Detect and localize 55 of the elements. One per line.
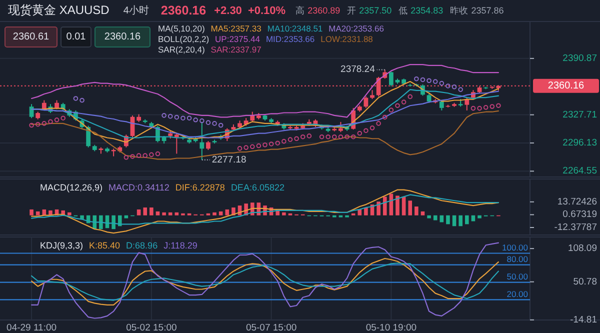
- text: 2357.86: [471, 5, 504, 16]
- y-tick-label: 13.72426: [557, 196, 597, 208]
- text: LOW:2331.88: [320, 34, 374, 44]
- text: MACD:0.34112: [108, 182, 170, 192]
- text: +0.10%: [248, 4, 286, 17]
- annotation: 2277.18: [212, 154, 246, 166]
- annotation: 2378.24: [340, 64, 375, 76]
- y-tick-label: 0.67319: [562, 209, 597, 220]
- text: MA10:2348.51: [267, 23, 323, 34]
- text: K:85.40: [89, 240, 120, 250]
- x-tick-label: 05-10 19:00: [366, 322, 417, 333]
- text: UP:2375.44: [215, 34, 260, 44]
- text: MID:2353.66: [266, 34, 315, 44]
- ref-line-label: 2360.16: [548, 80, 585, 92]
- y-tick-label: 50.78: [573, 276, 597, 288]
- y-tick-label: 2296.13: [562, 137, 597, 148]
- text: D:68.96: [126, 240, 158, 250]
- text: 开: [347, 5, 356, 16]
- text: 2360.16: [160, 3, 206, 18]
- text: BOLL(20,2,2): [158, 34, 210, 44]
- text: MA20:2353.66: [328, 23, 384, 34]
- ref-line-label: 100.00: [502, 242, 528, 252]
- y-tick-label: 2390.87: [562, 52, 597, 64]
- text: 高: [296, 5, 305, 16]
- ref-line-label: 80.00: [506, 254, 528, 264]
- chart-title: MACD(12,26,9): [40, 182, 103, 192]
- text: 昨收: [450, 5, 468, 16]
- y-tick-label: -14.81: [570, 314, 597, 326]
- chart-title: KDJ(9,3,3): [40, 240, 84, 250]
- text: 2354.83: [410, 5, 444, 16]
- text: SAR(2,20,4): [158, 44, 205, 54]
- x-tick-label: 05-02 15:00: [126, 322, 177, 333]
- text: 2360.16: [104, 32, 142, 43]
- x-tick-label: 05-07 15:00: [246, 322, 297, 333]
- y-tick-label: -12.37787: [554, 222, 597, 234]
- y-tick-label: 108.09: [568, 243, 597, 254]
- text: SAR:2337.97: [210, 44, 262, 54]
- text: 低: [398, 5, 408, 16]
- ref-line-label: 50.00: [506, 272, 528, 282]
- x-tick-label: 04-29 11:00: [6, 322, 57, 333]
- text: +2.30: [214, 4, 242, 17]
- text: MA(5,10,20): [158, 23, 205, 34]
- y-tick-label: 2327.71: [562, 109, 597, 120]
- text: DIF:6.22878: [175, 182, 225, 192]
- text: 2360.61: [12, 32, 50, 43]
- text: 4小时: [123, 4, 149, 17]
- y-tick-label: 2264.55: [562, 166, 597, 177]
- chart-title: 现货黄金 XAUUSD: [8, 3, 110, 18]
- text: 2357.50: [359, 5, 392, 16]
- text: DEA:6.05822: [230, 182, 284, 192]
- text: 0.01: [66, 32, 86, 43]
- text: 2360.89: [308, 5, 340, 16]
- text: MA5:2357.33: [210, 23, 262, 34]
- text: J:118.29: [164, 240, 198, 250]
- ref-line-label: 20.00: [506, 288, 528, 299]
